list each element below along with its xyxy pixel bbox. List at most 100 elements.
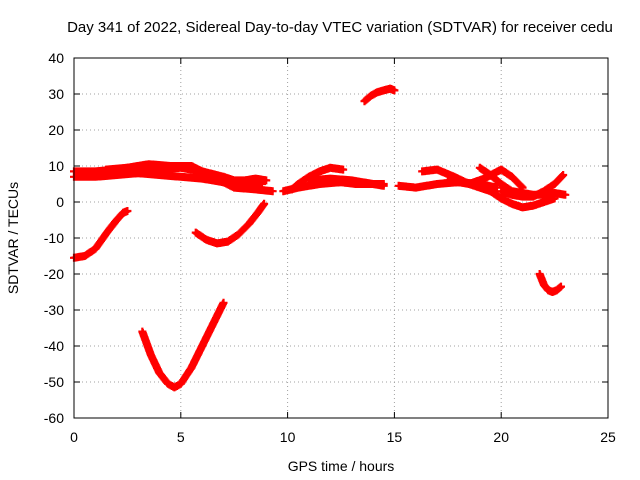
data-point	[382, 88, 386, 92]
data-point	[296, 186, 300, 190]
data-point	[521, 205, 525, 209]
series-arc-9	[304, 174, 388, 188]
data-point	[392, 88, 396, 92]
data-point	[211, 322, 215, 326]
data-point	[499, 196, 503, 200]
data-point	[559, 285, 563, 289]
data-point	[553, 182, 557, 186]
data-point	[179, 382, 183, 386]
data-point	[100, 238, 104, 242]
series-arc-6	[102, 160, 277, 196]
data-point	[125, 209, 129, 213]
data-point	[115, 173, 119, 177]
data-point	[397, 184, 401, 188]
data-point	[271, 189, 275, 193]
y-tick-label: -40	[44, 338, 64, 354]
data-point	[83, 254, 87, 258]
data-point	[420, 169, 424, 173]
series-arc-2	[138, 298, 228, 392]
data-point	[555, 288, 559, 292]
data-point	[140, 330, 144, 334]
data-point	[157, 371, 161, 375]
data-point	[362, 99, 366, 103]
data-point	[104, 168, 108, 172]
data-point	[232, 186, 236, 190]
data-point	[93, 169, 97, 173]
data-point	[563, 193, 567, 197]
data-point	[446, 178, 450, 182]
data-point	[542, 283, 546, 287]
y-tick-label: -60	[44, 410, 64, 426]
data-point	[307, 178, 311, 182]
series-arc-13	[443, 176, 559, 212]
data-point	[262, 202, 266, 206]
y-axis-title: SDTVAR / TECUs	[5, 182, 21, 294]
data-point	[510, 202, 514, 206]
data-point	[157, 173, 161, 177]
data-point	[499, 182, 503, 186]
data-point	[172, 385, 176, 389]
data-point	[204, 238, 208, 242]
data-point	[553, 196, 557, 200]
data-point	[189, 366, 193, 370]
data-point	[247, 222, 251, 226]
y-tick-label: 20	[48, 122, 64, 138]
data-point	[93, 247, 97, 251]
data-point	[542, 200, 546, 204]
data-point	[328, 177, 332, 181]
data-point	[215, 241, 219, 245]
data-point	[546, 288, 550, 292]
data-point	[414, 186, 418, 190]
data-point	[489, 189, 493, 193]
chart-title: Day 341 of 2022, Sidereal Day-to-day VTE…	[67, 19, 613, 36]
data-point	[531, 195, 535, 199]
data-point	[281, 189, 285, 193]
data-point	[149, 353, 153, 357]
data-point	[256, 211, 260, 215]
y-tick-label: 40	[48, 50, 64, 66]
data-point	[478, 166, 482, 170]
data-point	[189, 164, 193, 168]
y-tick-label: -10	[44, 230, 64, 246]
series-arc-15	[497, 171, 568, 201]
series-arc-16	[535, 270, 566, 296]
data-point	[369, 94, 373, 98]
data-point	[538, 272, 542, 276]
data-point	[435, 168, 439, 172]
data-point	[531, 204, 535, 208]
y-tick-label: -20	[44, 266, 64, 282]
y-tick-label: 10	[48, 158, 64, 174]
data-point	[106, 229, 110, 233]
data-point	[489, 173, 493, 177]
data-point	[264, 178, 268, 182]
data-point	[200, 177, 204, 181]
data-point	[125, 166, 129, 170]
data-point	[115, 218, 119, 222]
data-point	[147, 162, 151, 166]
data-point	[226, 240, 230, 244]
tick-layer: 0 5 10 15 20 25 -60 -50 -40 -30 -20 -10 0 10 20 30 40	[44, 50, 616, 445]
data-point	[328, 166, 332, 170]
x-tick-label: 5	[177, 429, 185, 445]
data-point	[521, 195, 525, 199]
data-point	[121, 211, 125, 215]
data-point	[467, 182, 471, 186]
data-point	[495, 186, 499, 190]
data-point	[550, 290, 554, 294]
data-point	[318, 169, 322, 173]
data-point	[168, 164, 172, 168]
data-point	[371, 182, 375, 186]
data-point	[179, 175, 183, 179]
data-point	[542, 189, 546, 193]
data-layer	[70, 84, 570, 392]
data-point	[482, 177, 486, 181]
x-tick-label: 15	[387, 429, 403, 445]
y-tick-label: 0	[56, 194, 64, 210]
x-axis-title: GPS time / hours	[288, 458, 395, 474]
data-point	[243, 180, 247, 184]
data-point	[222, 301, 226, 305]
data-point	[388, 87, 392, 91]
y-tick-label: -30	[44, 302, 64, 318]
data-point	[236, 232, 240, 236]
